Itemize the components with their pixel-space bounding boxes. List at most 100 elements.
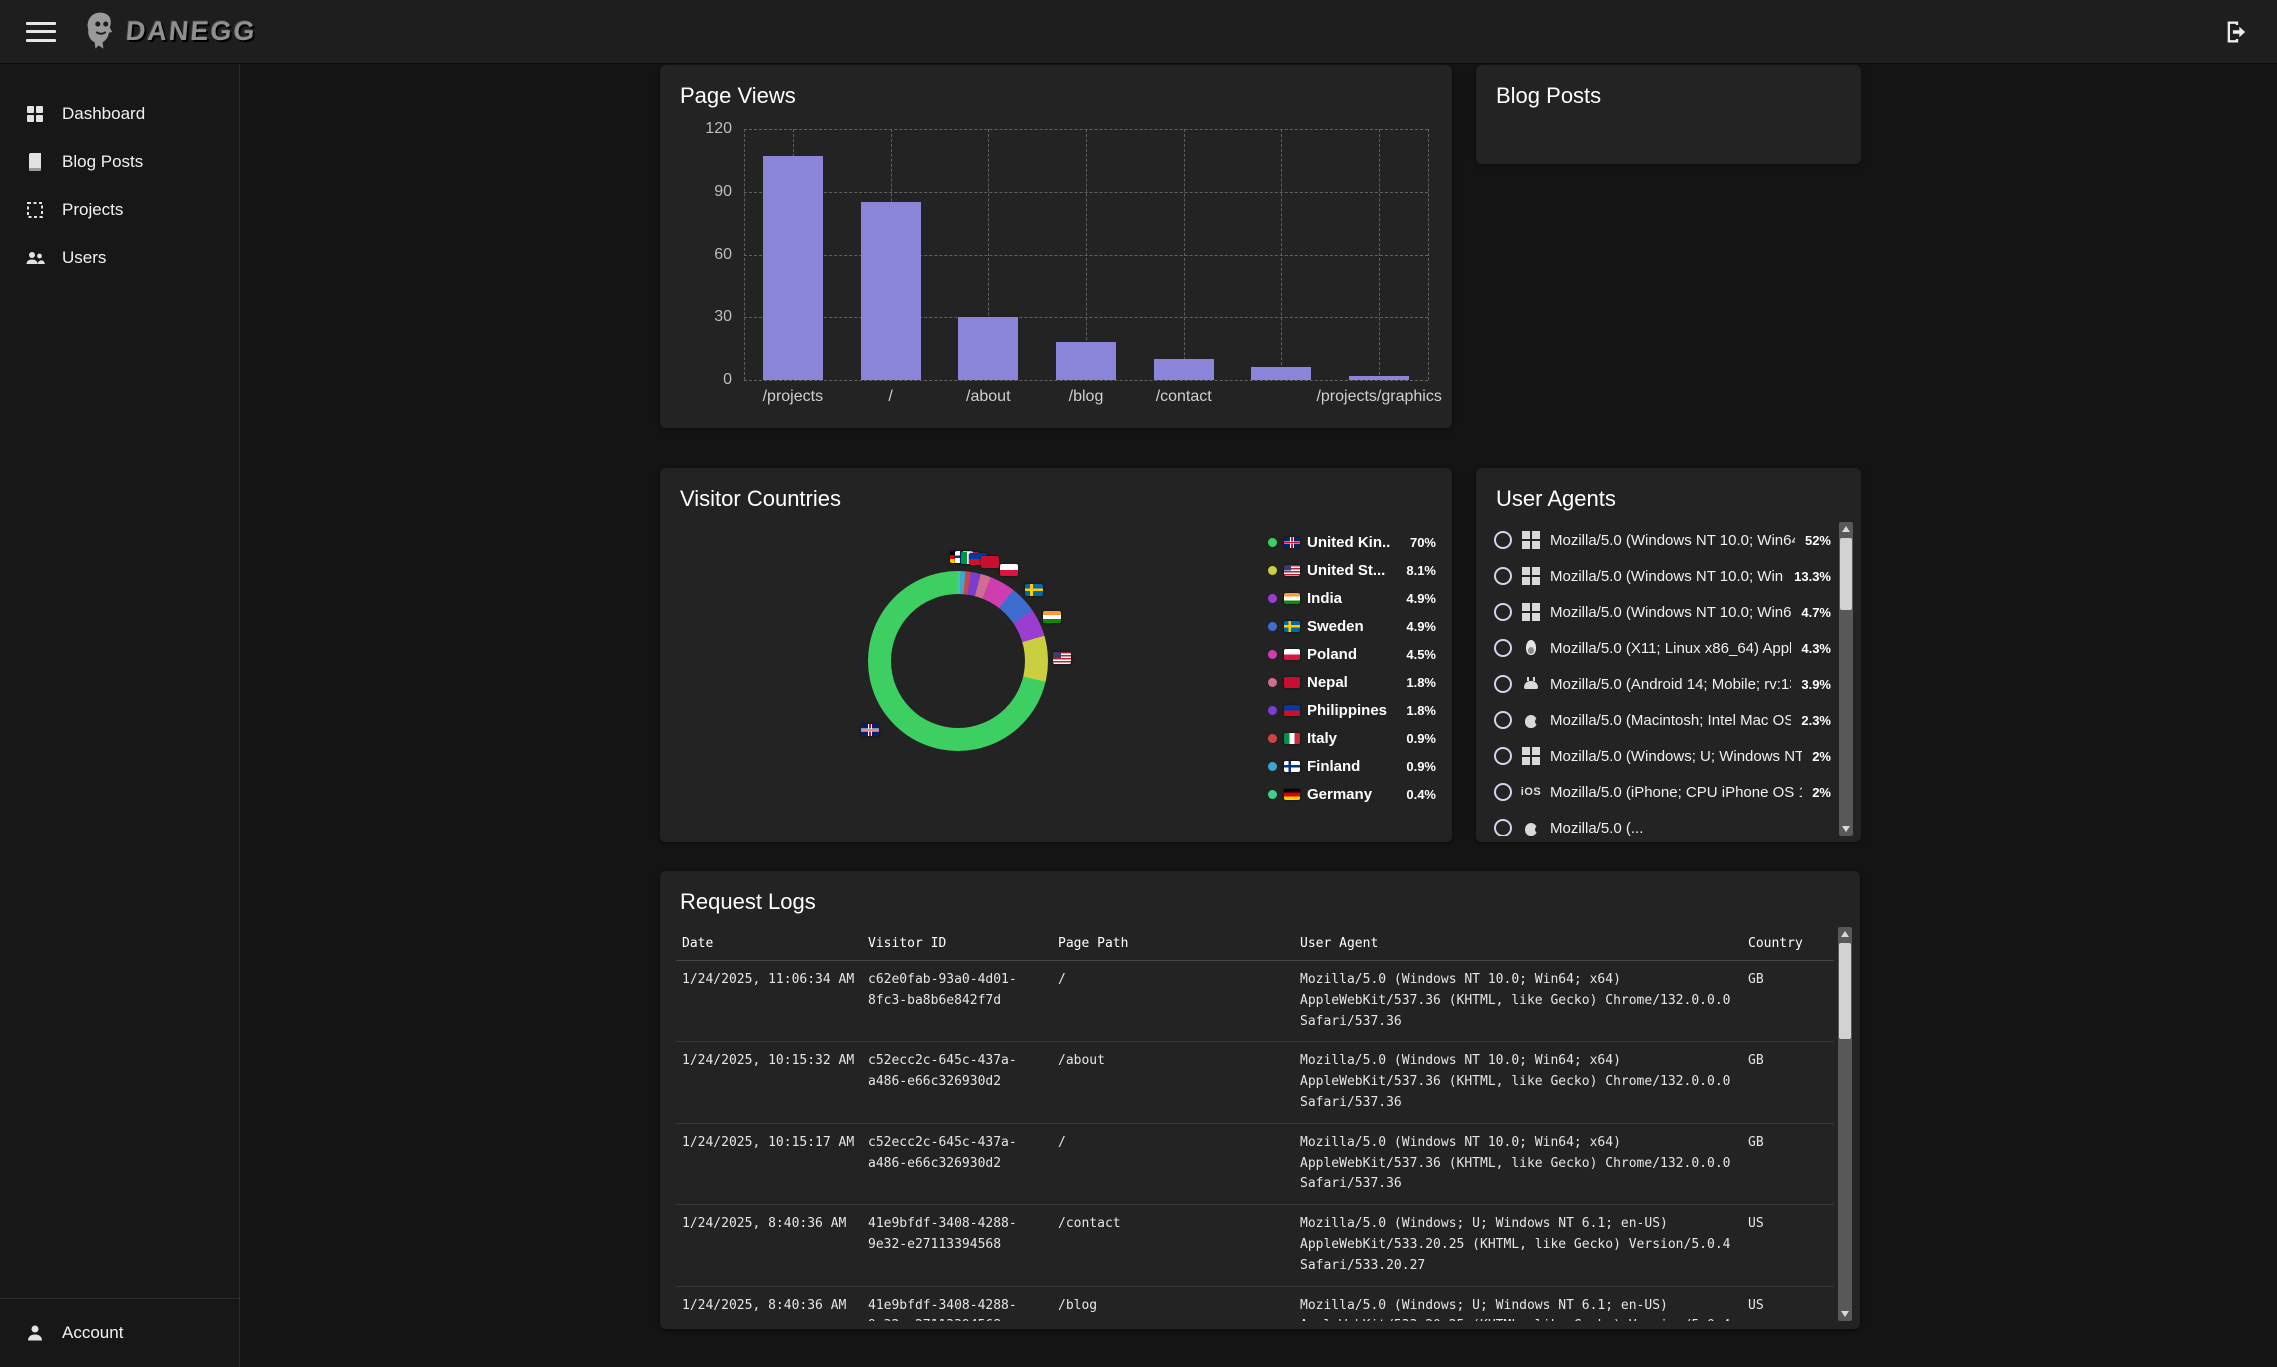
cell-country: GB	[1748, 1053, 1764, 1069]
bar	[1251, 367, 1312, 380]
cell-visitor-id: c52ecc2c-645c-437a-a486-e66c326930d2	[868, 1053, 1017, 1090]
legend-item[interactable]: Italy 0.9%	[1268, 724, 1436, 752]
menu-icon	[26, 21, 56, 25]
radio-icon[interactable]	[1494, 603, 1512, 621]
user-agent-percent: 13.3%	[1794, 568, 1831, 584]
radio-icon[interactable]	[1494, 819, 1512, 836]
os-icon	[1522, 603, 1540, 621]
cell-date: 1/24/2025, 10:15:32 AM	[682, 1053, 855, 1069]
scroll-down-arrow-icon[interactable]	[1838, 1307, 1852, 1321]
logo-text: DANEGG	[124, 16, 258, 46]
user-agent-label: Mozilla/5.0 (Windows NT 10.0; Win6...	[1550, 567, 1785, 585]
page-views-title: Page Views	[680, 83, 796, 108]
scroll-up-arrow-icon[interactable]	[1839, 522, 1853, 536]
cell-page-path: /about	[1058, 1053, 1105, 1069]
legend-percent: 4.9%	[1406, 618, 1436, 634]
legend-color-dot	[1268, 537, 1277, 547]
legend-item[interactable]: Sweden 4.9%	[1268, 612, 1436, 640]
cell-page-path: /blog	[1058, 1297, 1098, 1313]
table-row[interactable]: 1/24/2025, 10:15:32 AM c52ecc2c-645c-437…	[676, 1042, 1834, 1124]
legend-color-dot	[1268, 733, 1277, 743]
table-row[interactable]: 1/24/2025, 8:40:36 AM 41e9bfdf-3408-4288…	[676, 1205, 1834, 1287]
legend-item[interactable]: Germany 0.4%	[1268, 780, 1436, 808]
user-agent-label: Mozilla/5.0 (Windows; U; Windows NT ...	[1550, 747, 1803, 765]
legend-item[interactable]: Poland 4.5%	[1268, 640, 1436, 668]
radio-icon[interactable]	[1494, 783, 1512, 801]
country-flag-icon	[1052, 652, 1071, 665]
legend-country-label: United St...	[1307, 561, 1386, 579]
logo[interactable]: DANEGG	[82, 11, 258, 53]
user-agent-row[interactable]: Mozilla/5.0 (Windows NT 10.0; Win6... 13…	[1490, 558, 1835, 594]
radio-icon[interactable]	[1494, 747, 1512, 765]
user-agent-row[interactable]: Mozilla/5.0 (Windows; U; Windows NT ... …	[1490, 738, 1835, 774]
radio-icon[interactable]	[1494, 639, 1512, 657]
legend-percent: 70%	[1409, 534, 1436, 550]
country-flag-icon	[1284, 564, 1300, 576]
legend-percent: 1.8%	[1406, 674, 1436, 690]
country-flag-icon	[1284, 676, 1300, 688]
x-axis-label: /projects/graphics	[1316, 388, 1442, 405]
user-agent-row[interactable]: Mozilla/5.0 (...	[1490, 810, 1835, 836]
menu-button[interactable]	[26, 20, 56, 44]
cell-visitor-id: 41e9bfdf-3408-4288-9e32-e27113394568	[868, 1216, 1017, 1252]
legend-country-label: Sweden	[1307, 617, 1364, 635]
radio-icon[interactable]	[1494, 711, 1512, 729]
os-icon	[1522, 531, 1540, 549]
scroll-down-arrow-icon[interactable]	[1839, 822, 1853, 836]
legend-item[interactable]: Nepal 1.8%	[1268, 668, 1436, 696]
table-row[interactable]: 1/24/2025, 11:06:34 AM c62e0fab-93a0-4d0…	[676, 961, 1834, 1043]
legend-country-label: Italy	[1307, 729, 1338, 747]
table-row[interactable]: 1/24/2025, 8:40:36 AM 41e9bfdf-3408-4288…	[676, 1287, 1834, 1321]
cell-visitor-id: 41e9bfdf-3408-4288-9e32-e27113394568	[868, 1297, 1017, 1321]
legend-percent: 0.4%	[1406, 786, 1436, 802]
legend-color-dot	[1268, 649, 1277, 659]
legend-item[interactable]: Philippines 1.8%	[1268, 696, 1436, 724]
gridline	[988, 129, 990, 380]
logout-button[interactable]	[2223, 18, 2251, 46]
cell-page-path: /contact	[1058, 1216, 1121, 1232]
legend-item[interactable]: United Kin... 70%	[1268, 528, 1436, 556]
sidebar-item-account[interactable]: Account	[0, 1309, 239, 1357]
legend-item[interactable]: United St... 8.1%	[1268, 556, 1436, 584]
table-row[interactable]: 1/24/2025, 10:15:17 AM c52ecc2c-645c-437…	[676, 1124, 1834, 1206]
user-agent-row[interactable]: Mozilla/5.0 (Windows NT 10.0; Win6... 4.…	[1490, 594, 1835, 630]
scrollbar-thumb[interactable]	[1839, 943, 1851, 1039]
scroll-up-arrow-icon[interactable]	[1838, 927, 1852, 941]
page-views-card: Page Views 0 30 60 90 120/projects / /about/bl…	[660, 65, 1452, 428]
radio-icon[interactable]	[1494, 675, 1512, 693]
y-axis-tick-label: 120	[705, 120, 732, 137]
user-agent-row[interactable]: Mozilla/5.0 (Android 14; Mobile; rv:13..…	[1490, 666, 1835, 702]
request-logs-scrollbar[interactable]	[1838, 927, 1852, 1321]
sidebar-item-users[interactable]: Users	[0, 234, 239, 282]
os-icon	[1522, 711, 1542, 729]
user-agent-row[interactable]: Mozilla/5.0 (Windows NT 10.0; Win64... 5…	[1490, 522, 1835, 558]
user-agent-row[interactable]: Mozilla/5.0 (iPhone; CPU iPhone OS 1... …	[1490, 774, 1835, 810]
cell-user-agent: Mozilla/5.0 (Windows; U; Windows NT 6.1;…	[1300, 1297, 1730, 1321]
sidebar-item-projects[interactable]: Projects	[0, 186, 239, 234]
cell-country: GB	[1748, 1134, 1764, 1150]
cell-visitor-id: c62e0fab-93a0-4d01-8fc3-ba8b6e842f7d	[868, 972, 1017, 1008]
radio-icon[interactable]	[1494, 531, 1512, 549]
user-agent-row[interactable]: Mozilla/5.0 (X11; Linux x86_64) Appl... …	[1490, 630, 1835, 666]
dashboard-icon	[24, 103, 46, 125]
user-agents-scrollbar[interactable]	[1839, 522, 1853, 836]
sidebar-item-blog-posts[interactable]: Blog Posts	[0, 138, 239, 186]
sidebar-item-label: Dashboard	[62, 104, 146, 123]
column-header-user-agent: User Agent	[1300, 936, 1379, 951]
sidebar-item-dashboard[interactable]: Dashboard	[0, 90, 239, 138]
scrollbar-thumb[interactable]	[1840, 538, 1852, 610]
user-agents-card: User Agents Mozilla/5.0 (Windows NT 10.0…	[1476, 468, 1861, 842]
country-flag-icon	[1284, 788, 1300, 800]
radio-icon[interactable]	[1494, 567, 1512, 585]
table-body: 1/24/2025, 11:06:34 AM c62e0fab-93a0-4d0…	[676, 961, 1834, 1321]
legend-percent: 8.1%	[1406, 562, 1436, 578]
cell-user-agent: Mozilla/5.0 (Windows; U; Windows NT 6.1;…	[1300, 1216, 1731, 1273]
gridline	[1183, 129, 1185, 380]
legend-item[interactable]: India 4.9%	[1268, 584, 1436, 612]
legend-color-dot	[1268, 789, 1277, 799]
y-axis-tick-label: 0	[723, 371, 732, 388]
legend-item[interactable]: Finland 0.9%	[1268, 752, 1436, 780]
user-agent-row[interactable]: Mozilla/5.0 (Macintosh; Intel Mac OS ...…	[1490, 702, 1835, 738]
sidebar-item-label: Projects	[62, 200, 124, 219]
bar	[1056, 342, 1116, 380]
